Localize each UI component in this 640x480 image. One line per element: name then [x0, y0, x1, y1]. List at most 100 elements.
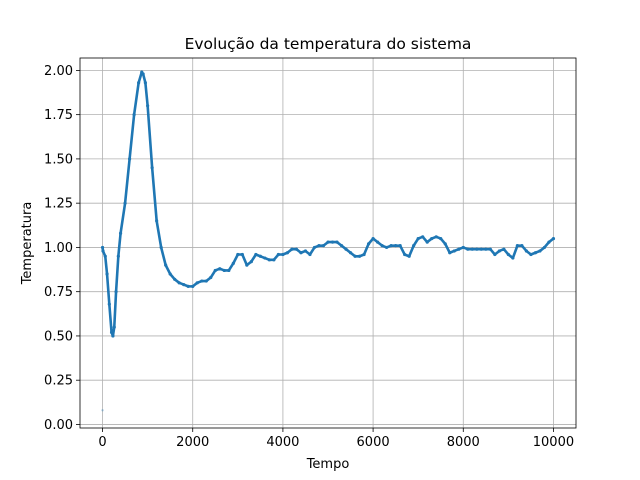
data-point [502, 247, 506, 251]
data-point [204, 279, 208, 283]
y-tick-label: 1.25 [44, 197, 73, 212]
data-point [128, 157, 132, 161]
data-point [461, 245, 465, 250]
data-point [376, 240, 380, 244]
data-point [150, 166, 154, 170]
x-tick-label: 6000 [357, 435, 390, 450]
y-tick-label: 2.00 [44, 64, 73, 79]
x-tick-label: 0 [98, 435, 106, 450]
data-point [254, 252, 258, 257]
data-point [173, 277, 177, 281]
y-tick-label: 1.00 [44, 241, 73, 256]
data-point [353, 254, 357, 258]
data-point [159, 245, 163, 250]
data-point [218, 267, 222, 271]
data-point [177, 281, 181, 285]
data-point [366, 242, 371, 246]
data-point [107, 302, 111, 306]
data-point [276, 252, 280, 257]
data-point [434, 235, 438, 239]
data-point [551, 236, 556, 241]
data-point [457, 247, 461, 251]
data-point [118, 231, 123, 235]
data-point [114, 290, 118, 294]
y-tick-label: 0.00 [44, 418, 73, 433]
data-point [524, 249, 529, 253]
data-point [182, 283, 186, 287]
y-tick-label: 0.50 [44, 329, 73, 344]
data-point [430, 236, 434, 241]
data-point [240, 252, 244, 257]
data-point [143, 81, 147, 85]
data-point [538, 249, 542, 253]
data-point [542, 245, 547, 250]
data-point [335, 240, 339, 244]
data-point [137, 81, 141, 85]
data-point [213, 268, 217, 273]
y-tick-label: 1.50 [44, 152, 73, 167]
data-point [389, 244, 393, 248]
data-point [146, 104, 150, 108]
data-point [245, 263, 249, 267]
data-point [100, 245, 105, 250]
y-tick-label: 0.25 [44, 374, 73, 389]
data-point [520, 244, 524, 248]
data-point [448, 251, 452, 255]
data-point [141, 72, 145, 76]
data-point [191, 284, 195, 288]
data-point [105, 272, 109, 276]
data-point [258, 254, 262, 258]
data-point [475, 247, 479, 251]
chart-title: Evolução da temperatura do sistema [185, 35, 472, 53]
data-point [263, 256, 267, 260]
data-point [281, 252, 285, 257]
data-point [547, 240, 551, 244]
data-point [200, 279, 204, 283]
data-point [308, 252, 312, 257]
x-axis-label: Tempo [306, 457, 350, 472]
data-point [362, 252, 366, 257]
y-axis-label: Temperatura [20, 202, 35, 286]
data-point [299, 251, 303, 255]
data-point [168, 272, 172, 276]
data-point [186, 284, 190, 288]
plot-area [100, 70, 556, 412]
x-axis-ticks: 0 2000 4000 6000 8000 10000 [98, 428, 574, 450]
data-point [515, 244, 519, 248]
data-point [511, 256, 515, 260]
data-point [425, 240, 429, 244]
data-point [326, 240, 330, 244]
data-point [222, 268, 226, 273]
data-point [470, 247, 474, 251]
data-point [267, 258, 271, 262]
data-point [155, 219, 159, 223]
axes-frame [79, 57, 577, 429]
data-point [209, 275, 213, 280]
data-point [164, 263, 168, 267]
data-point [493, 252, 497, 257]
y-axis-ticks: 0.00 0.25 0.50 0.75 1.00 1.25 1.50 1.75 2.00 [44, 64, 80, 433]
data-point [132, 113, 136, 117]
data-point [421, 235, 425, 239]
data-point [101, 249, 105, 253]
x-tick-label: 4000 [266, 435, 299, 450]
x-tick-label: 2000 [176, 435, 209, 450]
data-point [317, 244, 321, 248]
data-point [294, 247, 299, 251]
data-point [416, 236, 420, 241]
data-point [116, 254, 120, 258]
data-point [529, 252, 533, 257]
data-point [371, 236, 375, 241]
data-point [103, 254, 107, 258]
data-point [112, 325, 116, 329]
data-point [109, 330, 114, 334]
data-point [231, 261, 235, 265]
data-point [195, 281, 199, 285]
data-point [407, 254, 411, 258]
x-tick-label: 8000 [447, 435, 480, 450]
data-point [412, 244, 416, 248]
data-point [497, 249, 501, 253]
data-point [321, 244, 326, 248]
